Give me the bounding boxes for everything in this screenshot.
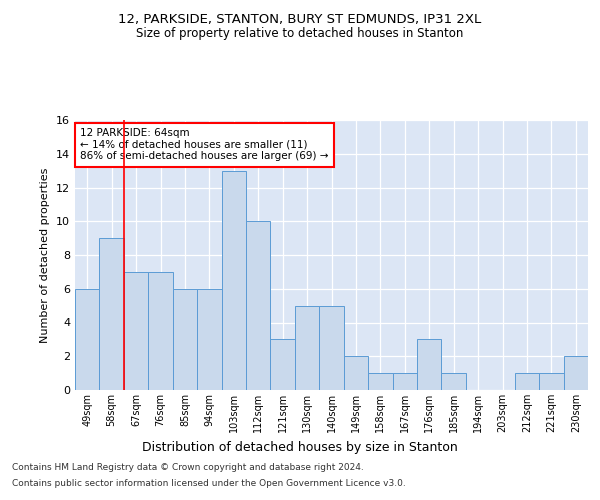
Bar bbox=[392, 373, 417, 390]
Text: 12, PARKSIDE, STANTON, BURY ST EDMUNDS, IP31 2XL: 12, PARKSIDE, STANTON, BURY ST EDMUNDS, … bbox=[118, 12, 482, 26]
Bar bbox=[563, 356, 588, 390]
Bar bbox=[319, 306, 344, 390]
Bar bbox=[539, 373, 563, 390]
Bar bbox=[246, 221, 271, 390]
Bar bbox=[417, 340, 442, 390]
Text: 12 PARKSIDE: 64sqm
← 14% of detached houses are smaller (11)
86% of semi-detache: 12 PARKSIDE: 64sqm ← 14% of detached hou… bbox=[80, 128, 329, 162]
Bar bbox=[221, 170, 246, 390]
Bar bbox=[197, 289, 221, 390]
Y-axis label: Number of detached properties: Number of detached properties bbox=[40, 168, 50, 342]
Text: Size of property relative to detached houses in Stanton: Size of property relative to detached ho… bbox=[136, 28, 464, 40]
Bar bbox=[124, 272, 148, 390]
Bar bbox=[515, 373, 539, 390]
Text: Contains HM Land Registry data © Crown copyright and database right 2024.: Contains HM Land Registry data © Crown c… bbox=[12, 464, 364, 472]
Text: Contains public sector information licensed under the Open Government Licence v3: Contains public sector information licen… bbox=[12, 478, 406, 488]
Bar bbox=[148, 272, 173, 390]
Bar bbox=[344, 356, 368, 390]
Bar bbox=[368, 373, 392, 390]
Bar bbox=[75, 289, 100, 390]
Bar bbox=[173, 289, 197, 390]
Text: Distribution of detached houses by size in Stanton: Distribution of detached houses by size … bbox=[142, 441, 458, 454]
Bar bbox=[295, 306, 319, 390]
Bar bbox=[271, 340, 295, 390]
Bar bbox=[100, 238, 124, 390]
Bar bbox=[442, 373, 466, 390]
